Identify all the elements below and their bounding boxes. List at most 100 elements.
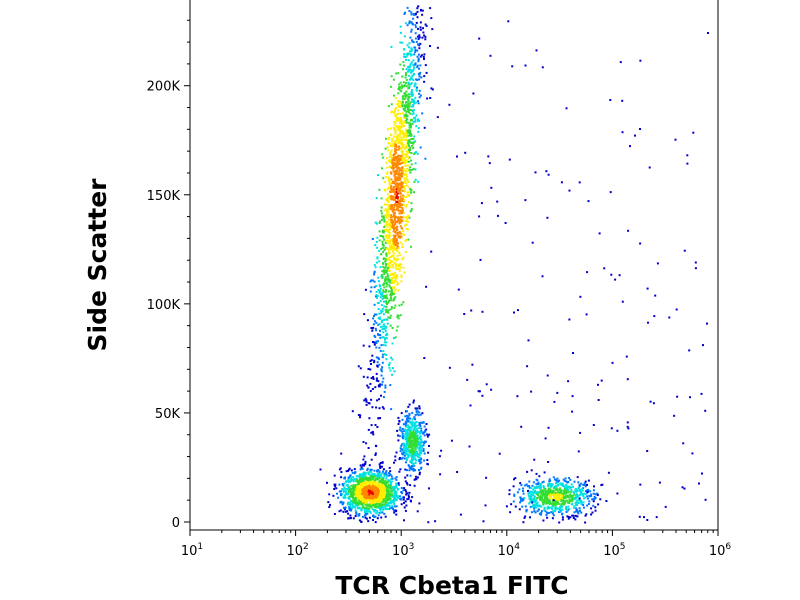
event-dot [400,457,403,460]
event-dot [390,204,393,206]
event-dot [394,496,397,499]
event-dot [363,506,366,509]
event-dot [395,513,398,516]
event-dot [397,188,400,191]
event-dot [379,461,382,464]
event-dot [396,325,399,328]
event-dot [409,149,412,152]
event-dot [546,374,549,377]
event-dot [418,78,420,81]
event-dot [580,511,583,514]
event-dot [426,433,429,436]
event-dot [414,119,417,121]
event-dot [406,492,409,495]
event-dot [383,341,386,344]
event-dot [370,500,373,503]
event-dot [360,503,363,506]
event-dot [364,397,367,400]
event-dot [382,479,385,482]
event-dot [382,250,385,253]
event-dot [404,443,406,446]
event-dot [374,488,377,491]
event-dot [410,76,413,79]
event-dot [407,151,409,154]
event-dot [344,477,346,480]
event-dot [405,451,407,454]
event-dot [404,444,407,447]
event-dot [393,215,396,217]
event-dot [567,516,570,518]
event-dot [400,143,403,146]
event-dot [380,304,383,307]
event-dot [416,16,419,19]
event-dot [567,517,570,520]
event-dot [379,300,382,303]
event-dot [388,136,391,139]
event-dot [390,196,393,199]
event-dot [352,493,355,496]
event-dot [366,492,369,495]
event-dot [394,275,397,278]
event-dot [424,157,427,160]
event-dot [393,279,396,282]
x-tick-label: 106 [709,542,732,559]
event-dot [532,504,535,507]
event-dot [400,444,403,447]
event-dot [463,313,466,315]
event-dot [540,496,543,499]
event-dot [373,503,376,506]
event-dot [412,79,415,81]
event-dot [380,344,383,347]
event-dot [386,303,388,306]
event-dot [363,511,366,513]
event-dot [395,505,398,508]
event-dot [401,197,404,200]
event-dot [396,316,399,319]
event-dot [551,502,554,505]
event-dot [403,125,405,127]
event-dot [339,490,342,493]
event-dot [572,490,575,493]
event-dot [377,301,380,304]
event-dot [376,477,379,480]
event-dot [569,493,572,496]
event-dot [393,141,396,144]
event-dot [413,454,416,457]
event-dot [389,208,392,211]
event-dot [587,497,590,500]
event-dot [381,325,384,328]
y-tick-label: 150K [147,189,181,204]
event-dot [362,441,365,443]
event-dot [376,296,378,299]
event-dot [566,495,569,497]
event-dot [414,101,417,104]
event-dot [393,242,396,245]
event-dot [431,88,434,91]
event-dot [385,311,388,313]
event-dot [392,299,395,302]
event-dot [559,487,561,490]
event-dot [393,257,395,260]
event-dot [567,505,570,508]
event-dot [395,155,398,158]
event-dot [356,486,358,489]
event-dot [396,250,399,253]
event-dot [544,494,547,497]
event-dot [387,177,390,180]
event-dot [579,499,582,502]
event-dot [575,496,578,499]
event-dot [376,511,379,514]
event-dot [407,149,410,151]
event-dot [385,482,388,485]
event-dot [387,149,390,152]
event-dot [423,425,426,428]
event-dot [571,410,574,413]
event-dot [682,442,685,445]
event-dot [372,504,375,507]
event-dot [573,493,576,496]
event-dot [528,502,531,505]
event-dot [400,280,403,283]
event-dot [424,430,427,433]
event-dot [388,181,391,184]
event-dot [402,498,405,501]
